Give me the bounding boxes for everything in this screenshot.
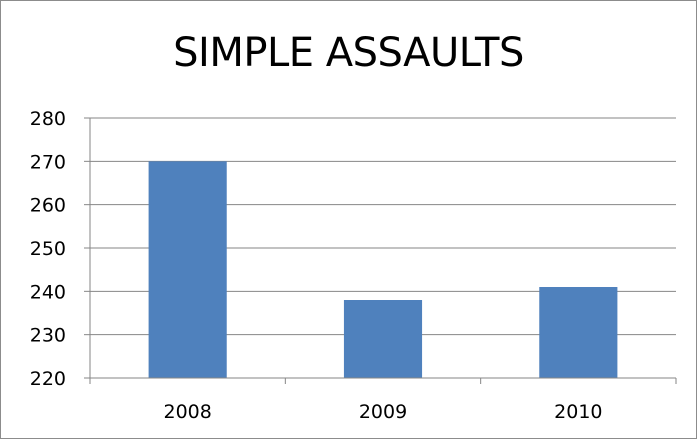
bar-2010 bbox=[539, 287, 618, 378]
y-tick-label: 240 bbox=[30, 281, 66, 303]
y-tick-label: 270 bbox=[30, 151, 66, 173]
y-tick-label: 220 bbox=[30, 368, 66, 390]
x-tick-label: 2008 bbox=[163, 401, 211, 423]
bars bbox=[148, 161, 618, 378]
x-tick-label: 2009 bbox=[359, 401, 407, 423]
chart-title: SIMPLE ASSAULTS bbox=[173, 30, 524, 76]
y-tick-label: 280 bbox=[30, 108, 66, 130]
x-tick-label: 2010 bbox=[554, 401, 602, 423]
y-tick-label: 260 bbox=[30, 195, 66, 217]
y-tick-label: 230 bbox=[30, 325, 66, 347]
y-tick-labels: 220 230 240 250 260 270 280 bbox=[30, 108, 66, 390]
x-tick-labels: 2008 2009 2010 bbox=[163, 401, 602, 423]
y-tick-label: 250 bbox=[30, 238, 66, 260]
axes bbox=[84, 117, 677, 384]
bar-2009 bbox=[343, 300, 423, 378]
bar-2008 bbox=[148, 161, 227, 378]
